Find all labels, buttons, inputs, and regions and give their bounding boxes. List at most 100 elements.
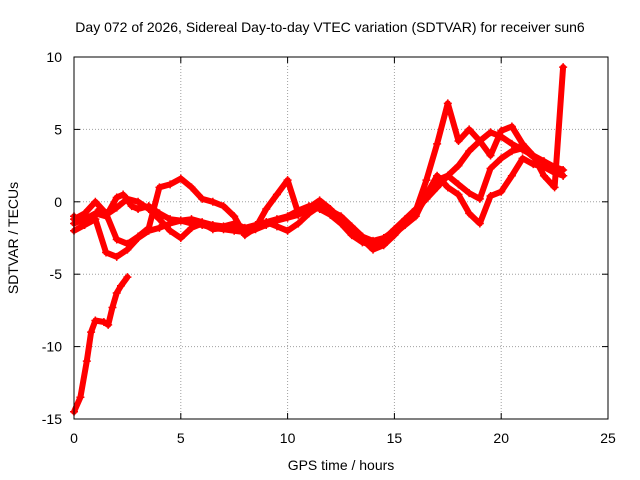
data-point [465, 189, 474, 198]
x-axis-label: GPS time / hours [288, 457, 395, 473]
data-point [497, 154, 506, 163]
data-series [70, 63, 568, 416]
chart-title: Day 072 of 2026, Sidereal Day-to-day VTE… [75, 19, 585, 35]
data-point [112, 203, 121, 212]
data-point [155, 223, 164, 232]
data-point [518, 154, 527, 163]
data-point [166, 226, 175, 235]
x-tick-label: 0 [70, 430, 78, 446]
data-point [518, 139, 527, 148]
y-tick-label: -5 [50, 266, 63, 282]
data-point [390, 231, 399, 240]
grid-lines [74, 57, 608, 419]
data-point [176, 234, 185, 242]
data-point [91, 197, 100, 206]
data-point [198, 194, 207, 203]
data-point [176, 216, 185, 225]
data-point [507, 122, 516, 131]
data-point [550, 183, 559, 192]
data-point [497, 187, 506, 196]
y-tick-label: 0 [54, 194, 62, 210]
data-point [454, 161, 463, 170]
y-tick-label: 10 [46, 49, 62, 65]
data-point [134, 197, 143, 206]
data-point [486, 192, 495, 201]
data-point [358, 235, 367, 244]
data-point [337, 215, 345, 224]
data-point [91, 215, 100, 224]
data-point [155, 215, 164, 224]
data-point [108, 303, 117, 312]
data-point [486, 151, 495, 160]
data-point [283, 213, 292, 222]
data-point [379, 241, 388, 250]
data-point [187, 215, 196, 224]
x-tick-label: 20 [493, 430, 509, 446]
plot-frame [73, 56, 609, 420]
data-point [127, 202, 136, 211]
data-point [112, 252, 121, 261]
data-point [454, 190, 463, 199]
data-point [112, 235, 121, 244]
x-tick-label: 15 [387, 430, 403, 446]
data-point [443, 183, 452, 192]
data-point [119, 190, 128, 199]
data-point [443, 171, 452, 180]
data-point [187, 183, 196, 192]
data-point [283, 176, 292, 185]
data-point [116, 281, 125, 290]
data-point [294, 219, 303, 228]
data-point [272, 190, 281, 199]
y-tick-label: -15 [42, 411, 62, 427]
data-point [176, 174, 185, 183]
data-point [240, 231, 249, 240]
data-point [272, 222, 281, 231]
data-point [102, 248, 111, 257]
data-point [283, 226, 292, 235]
data-point [87, 328, 96, 337]
data-point [251, 223, 260, 232]
data-point [465, 209, 474, 218]
data-point [104, 320, 113, 329]
data-point [262, 218, 271, 227]
data-point [187, 223, 196, 232]
data-point [123, 273, 132, 282]
data-point [123, 194, 132, 203]
data-point [219, 202, 228, 211]
data-point [294, 209, 303, 218]
data-point [475, 219, 484, 228]
data-point [497, 126, 506, 135]
data-point [166, 219, 175, 228]
data-point [486, 164, 495, 173]
data-point [507, 147, 516, 156]
x-tick-label: 5 [177, 430, 185, 446]
data-point [433, 171, 442, 180]
data-point [347, 225, 356, 234]
y-tick-label: 5 [54, 121, 62, 137]
data-point [539, 171, 548, 180]
x-tick-label: 25 [600, 430, 616, 446]
y-axis-label: SDTVAR / TECUs [5, 182, 21, 294]
data-point [262, 205, 271, 214]
data-point [422, 176, 431, 185]
data-point [102, 209, 111, 218]
data-point [465, 125, 474, 134]
data-point [230, 212, 239, 221]
data-point [369, 245, 378, 254]
data-point [529, 151, 538, 160]
data-point [112, 289, 121, 298]
data-point [326, 205, 335, 214]
data-point [559, 171, 568, 180]
data-point [507, 171, 516, 180]
data-point [475, 194, 484, 203]
data-point [507, 139, 516, 148]
data-point [134, 232, 143, 241]
data-point [486, 128, 495, 137]
data-point [315, 196, 324, 205]
data-point [144, 223, 153, 232]
series-track-1 [70, 273, 132, 416]
data-point [443, 99, 452, 108]
data-point [219, 222, 228, 231]
